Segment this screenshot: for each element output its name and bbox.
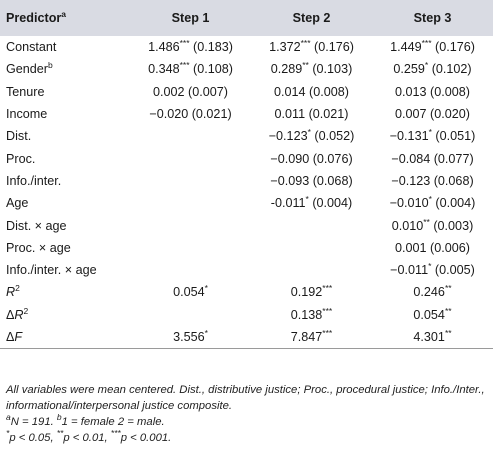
table-row: R2 0.054* 0.192*** 0.246** <box>0 281 493 303</box>
row-label: Genderb <box>6 60 53 77</box>
cell-step-2: −0.093 (0.068) <box>270 173 353 188</box>
table-row: ΔR2 0.138*** 0.054** <box>0 304 493 326</box>
cell-step-2: −0.090 (0.076) <box>270 151 353 166</box>
cell-step-2: −0.123* (0.052) <box>268 127 355 144</box>
note-significance: *p < 0.05, **p < 0.01, ***p < 0.001. <box>6 428 172 444</box>
table-row: ΔF 3.556* 7.847*** 4.301** <box>0 325 493 350</box>
cell-step-2: 7.847*** <box>251 325 372 350</box>
cell-step-3: 1.449*** (0.176) <box>390 38 475 55</box>
cell-step-3: −0.084 (0.077) <box>391 151 474 166</box>
cell-step-1: 0.002 (0.007) <box>153 84 228 99</box>
cell-step-3: 0.013 (0.008) <box>395 84 470 99</box>
row-label: Constant <box>6 40 57 55</box>
table-row: Genderb 0.348*** (0.108) 0.289** (0.103) 0.… <box>0 58 493 80</box>
cell-step-2: 0.138*** <box>290 305 333 322</box>
table-row: Tenure 0.002 (0.007) 0.014 (0.008) 0.013 (0… <box>0 81 493 103</box>
cell-step-1: 1.486*** (0.183) <box>148 38 233 55</box>
cell-step-3: −0.123 (0.068) <box>391 173 474 188</box>
table-header: Predictora Step 1 Step 2 Step 3 <box>0 0 493 36</box>
table-row: Dist. −0.123* (0.052) −0.131* (0.051) <box>0 125 493 147</box>
table-row: Info./inter. × age −0.011* (0.005) <box>0 259 493 281</box>
cell-step-1: 3.556* <box>130 325 251 350</box>
cell-step-2 <box>251 259 372 281</box>
cell-step-1 <box>130 214 251 236</box>
cell-step-3: 0.010** (0.003) <box>391 216 474 233</box>
cell-step-3: 0.001 (0.006) <box>395 240 470 255</box>
row-label: Proc. <box>6 151 36 166</box>
header-step-2: Step 2 <box>251 0 372 36</box>
cell-step-1 <box>130 147 251 169</box>
table-row: Proc. −0.090 (0.076) −0.084 (0.077) <box>0 147 493 169</box>
cell-step-2: -0.011* (0.004) <box>270 194 353 211</box>
cell-step-3: 0.054** <box>413 305 452 322</box>
cell-step-3: 0.007 (0.020) <box>395 107 470 122</box>
row-label: Tenure <box>6 84 45 99</box>
row-label: ΔR2 <box>6 305 29 322</box>
note-centering: All variables were mean centered. Dist.,… <box>6 384 485 412</box>
cell-step-1 <box>130 237 251 259</box>
row-label: Dist. <box>6 129 32 144</box>
note-sample: aN = 191. b1 = female 2 = male. <box>6 412 165 428</box>
table-row: Proc. × age 0.001 (0.006) <box>0 237 493 259</box>
cell-step-1: −0.020 (0.021) <box>149 107 232 122</box>
table-notes: All variables were mean centered. Dist.,… <box>6 382 488 446</box>
row-label: Proc. × age <box>6 240 71 255</box>
header-step-1: Step 1 <box>130 0 251 36</box>
table-row: Age -0.011* (0.004) −0.010* (0.004) <box>0 192 493 214</box>
cell-step-3: −0.011* (0.005) <box>390 261 475 278</box>
row-label: ΔF <box>0 325 130 350</box>
cell-step-3: 4.301** <box>372 325 493 350</box>
cell-step-2 <box>251 237 372 259</box>
table-row: Constant 1.486*** (0.183) 1.372*** (0.176)… <box>0 36 493 58</box>
row-label: Dist. × age <box>6 218 67 233</box>
cell-step-2: 0.014 (0.008) <box>274 84 349 99</box>
cell-step-2: 0.011 (0.021) <box>274 107 349 122</box>
header-step-3: Step 3 <box>372 0 493 36</box>
row-label: Income <box>6 107 48 122</box>
cell-step-1 <box>130 170 251 192</box>
cell-step-1: 0.054* <box>173 283 208 300</box>
table-row: Income −0.020 (0.021) 0.011 (0.021) 0.007 (… <box>0 103 493 125</box>
cell-step-1 <box>130 125 251 147</box>
table-body: Constant 1.486*** (0.183) 1.372*** (0.176)… <box>0 36 493 350</box>
table-row: Dist. × age 0.010** (0.003) <box>0 214 493 236</box>
row-label: Info./inter. <box>6 173 62 188</box>
cell-step-1 <box>130 304 251 326</box>
cell-step-3: 0.246** <box>413 283 452 300</box>
cell-step-2: 0.192*** <box>290 283 333 300</box>
cell-step-1: 0.348*** (0.108) <box>148 60 233 77</box>
cell-step-2: 0.289** (0.103) <box>270 60 353 77</box>
row-label: R2 <box>6 283 20 300</box>
header-predictor: Predictora <box>0 0 130 36</box>
regression-table: Predictora Step 1 Step 2 Step 3 Constant… <box>0 0 493 350</box>
table-row: Info./inter. −0.093 (0.068) −0.123 (0.068) <box>0 170 493 192</box>
cell-step-3: 0.259* (0.102) <box>393 60 472 77</box>
cell-step-1 <box>130 192 251 214</box>
row-label: Age <box>6 196 29 211</box>
cell-step-1 <box>130 259 251 281</box>
cell-step-2: 1.372*** (0.176) <box>269 38 354 55</box>
cell-step-3: −0.010* (0.004) <box>389 194 476 211</box>
row-label: Info./inter. × age <box>6 263 97 278</box>
cell-step-3: −0.131* (0.051) <box>389 127 476 144</box>
cell-step-2 <box>251 214 372 236</box>
